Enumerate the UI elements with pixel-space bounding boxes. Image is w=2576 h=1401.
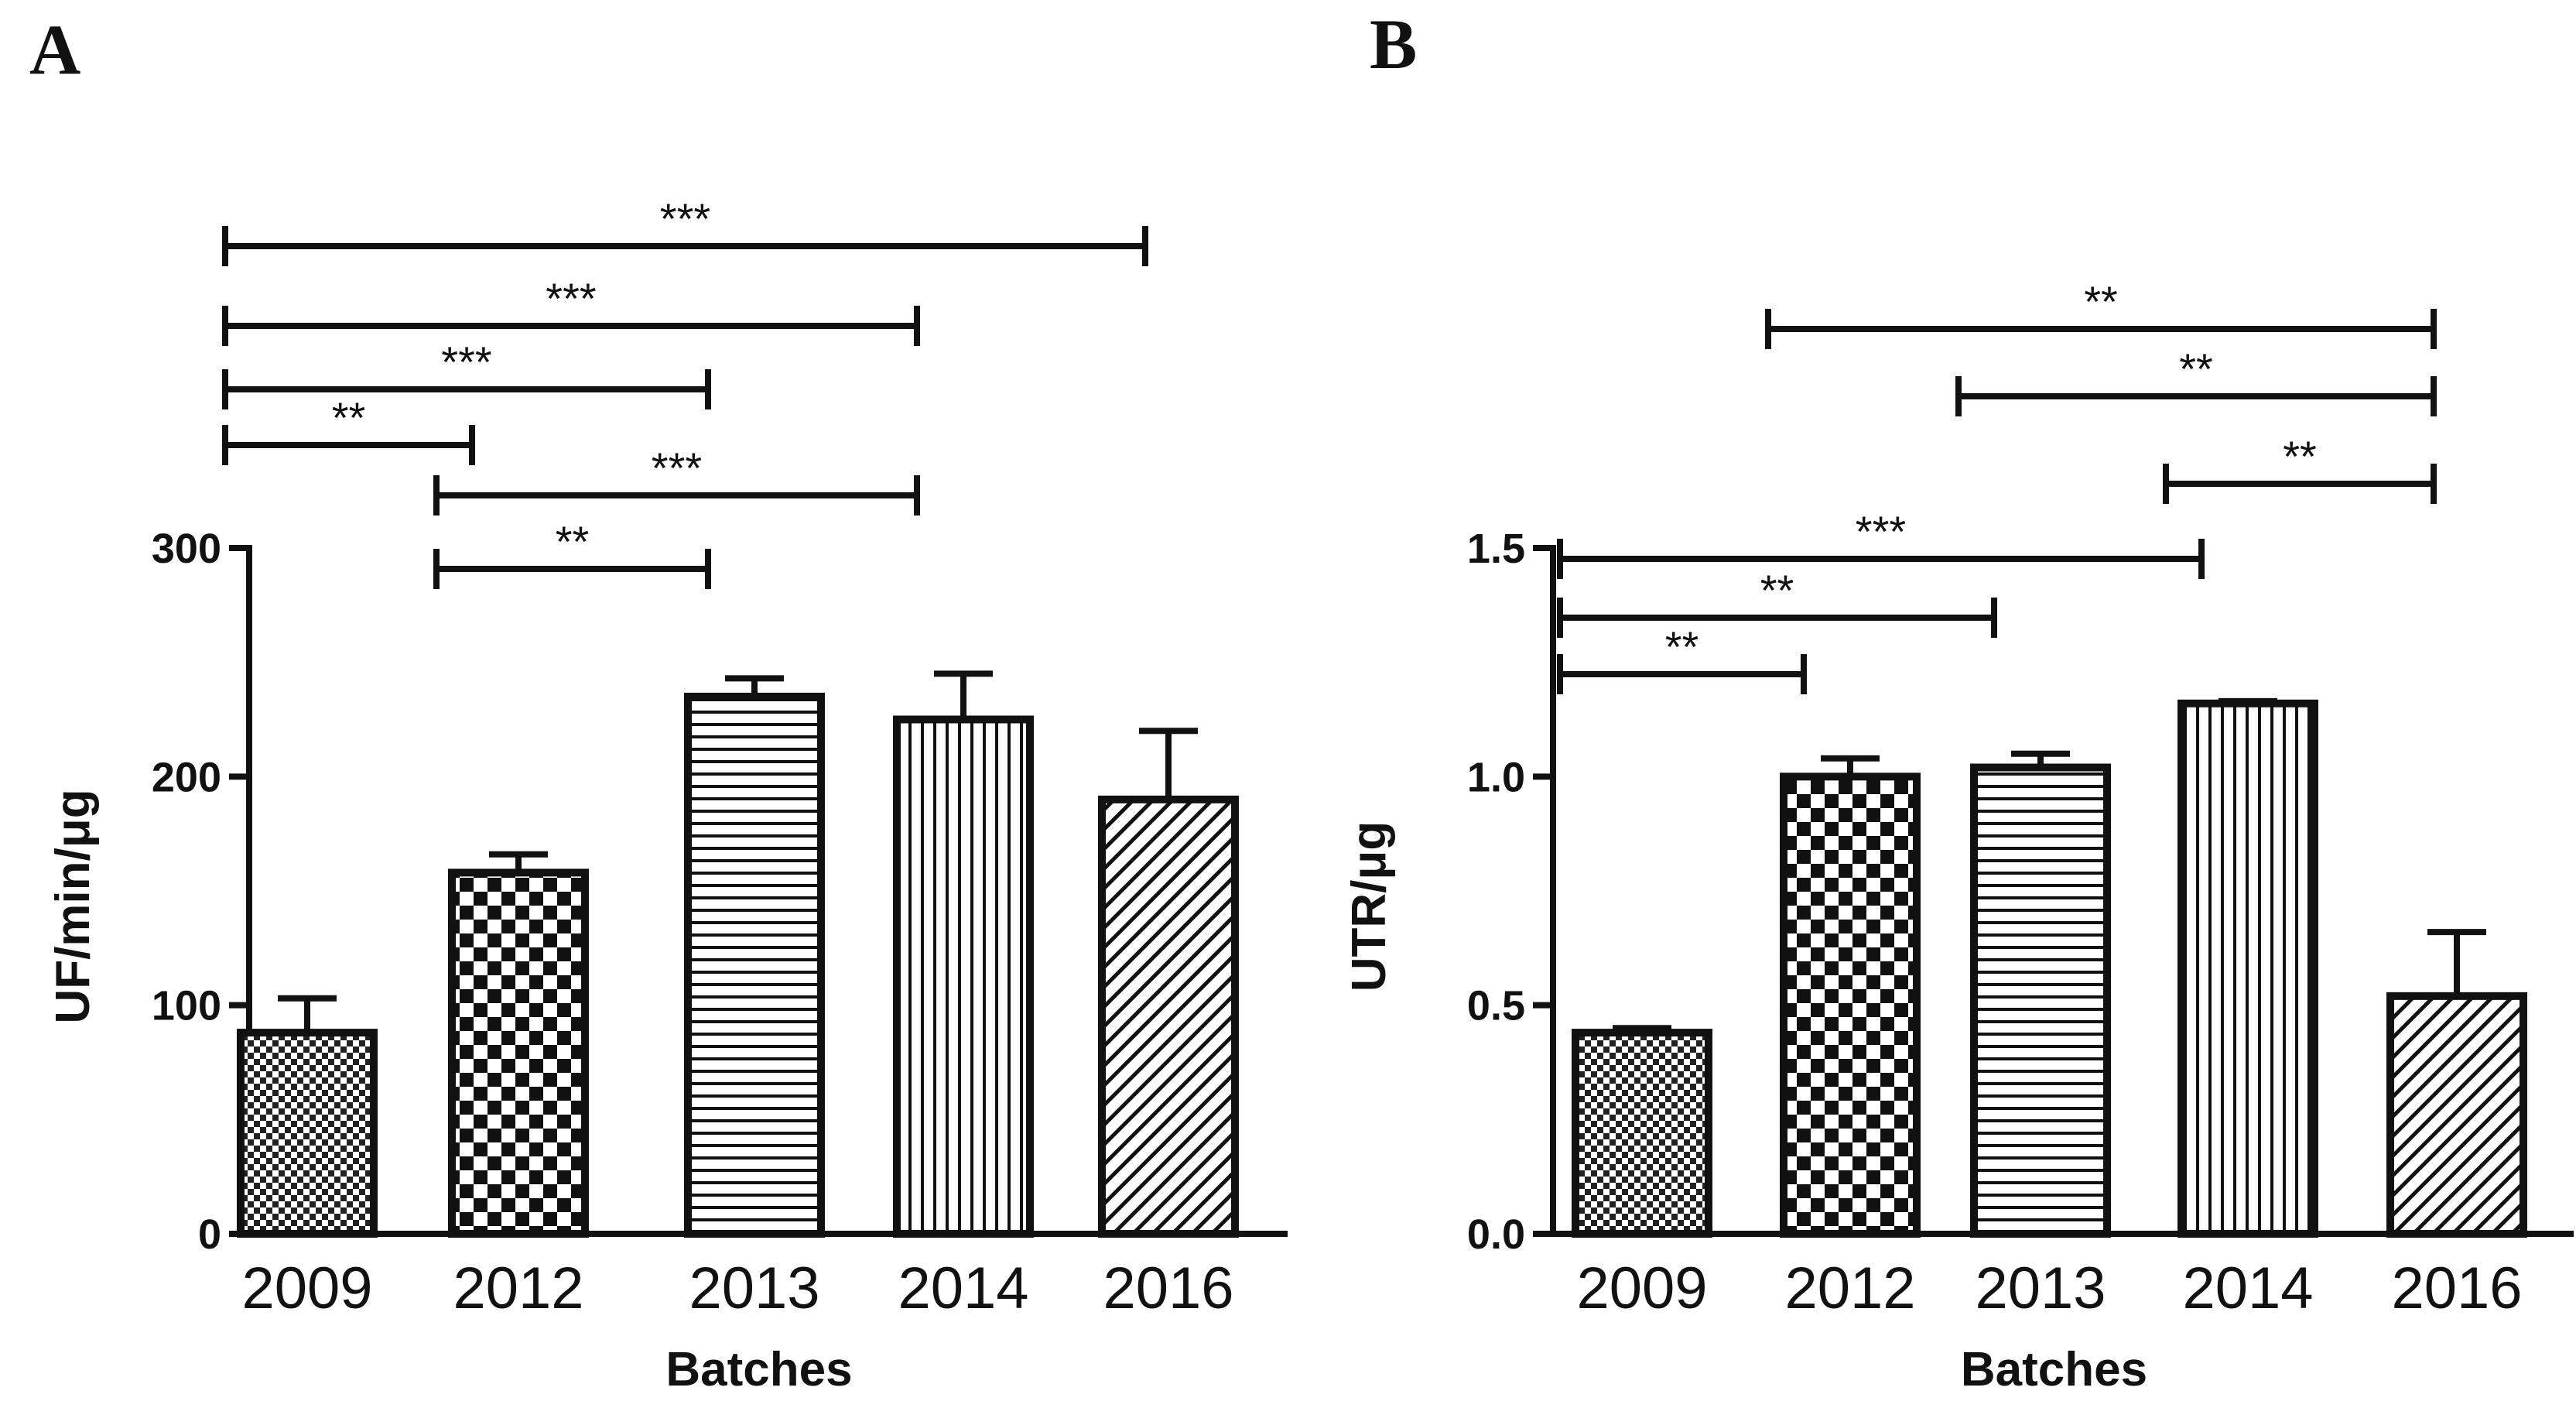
panel-letter-b: B: [1370, 5, 1417, 84]
significance-bracket: [433, 549, 711, 589]
bar-2014: [2177, 699, 2318, 1238]
significance-label: ***: [546, 274, 596, 323]
x-tick-label: 2013: [689, 1255, 819, 1321]
error-bar: [1139, 728, 1198, 800]
x-tick-label: 2016: [2391, 1255, 2522, 1321]
panel-letter-a: A: [29, 10, 80, 89]
bar-2009: [1572, 1029, 1712, 1238]
y-tick-label: 1.0: [1467, 754, 1525, 800]
significance-label: **: [2283, 432, 2317, 481]
y-tick-label: 0: [198, 1211, 221, 1258]
y-tick-label: 300: [152, 526, 221, 572]
significance-bracket: [1765, 309, 2437, 349]
x-tick-label: 2013: [1975, 1255, 2106, 1321]
bar-2013: [684, 692, 825, 1238]
x-tick-label: 2009: [1576, 1255, 1707, 1321]
y-tick-label: 0.0: [1467, 1211, 1525, 1258]
error-bar: [934, 670, 993, 720]
significance-bracket: [1955, 376, 2437, 416]
x-tick-label: 2016: [1103, 1255, 1233, 1321]
y-axis-title: UF/min/μg: [46, 789, 100, 1023]
error-bar: [2427, 929, 2486, 996]
bar-2012: [1780, 772, 1921, 1238]
y-tick-label: 100: [152, 983, 221, 1029]
x-tick-label: 2012: [1784, 1255, 1915, 1321]
significance-bracket: [2163, 464, 2437, 504]
bar-2013: [1970, 763, 2111, 1238]
significance-label: ***: [1856, 507, 1906, 556]
y-axis-title: UTR/μg: [1343, 821, 1396, 992]
significance-label: **: [1665, 622, 1699, 671]
x-axis-title: Batches: [1961, 1343, 2147, 1396]
significance-bracket: [222, 369, 711, 409]
significance-label: **: [332, 393, 366, 442]
y-tick-label: 0.5: [1467, 983, 1525, 1029]
x-tick-label: 2014: [2182, 1255, 2313, 1321]
x-tick-label: 2009: [241, 1255, 372, 1321]
x-tick-label: 2014: [898, 1255, 1028, 1321]
bar-2009: [237, 1029, 378, 1238]
significance-bracket: [1557, 654, 1807, 694]
y-tick-label: 1.5: [1467, 526, 1525, 572]
significance-bracket: [1557, 598, 1997, 638]
significance-label: **: [556, 517, 590, 566]
error-bar: [278, 995, 337, 1033]
y-tick-label: 200: [152, 754, 221, 800]
x-axis-title: Batches: [665, 1343, 852, 1396]
bar-2016: [1098, 795, 1239, 1238]
significance-label: ***: [652, 444, 702, 492]
bar-2014: [893, 715, 1034, 1238]
bar-2012: [448, 868, 589, 1238]
significance-bracket: [433, 475, 920, 516]
bar-2016: [2386, 992, 2527, 1238]
significance-label: ***: [441, 337, 491, 386]
significance-label: **: [2179, 344, 2213, 393]
x-tick-label: 2012: [453, 1255, 583, 1321]
significance-label: **: [1760, 566, 1794, 615]
significance-bracket: [222, 226, 1148, 266]
significance-bracket: [222, 425, 475, 465]
significance-bracket: [222, 306, 920, 346]
significance-label: ***: [660, 194, 710, 243]
significance-bracket: [1557, 539, 2205, 579]
significance-label: **: [2084, 277, 2118, 326]
